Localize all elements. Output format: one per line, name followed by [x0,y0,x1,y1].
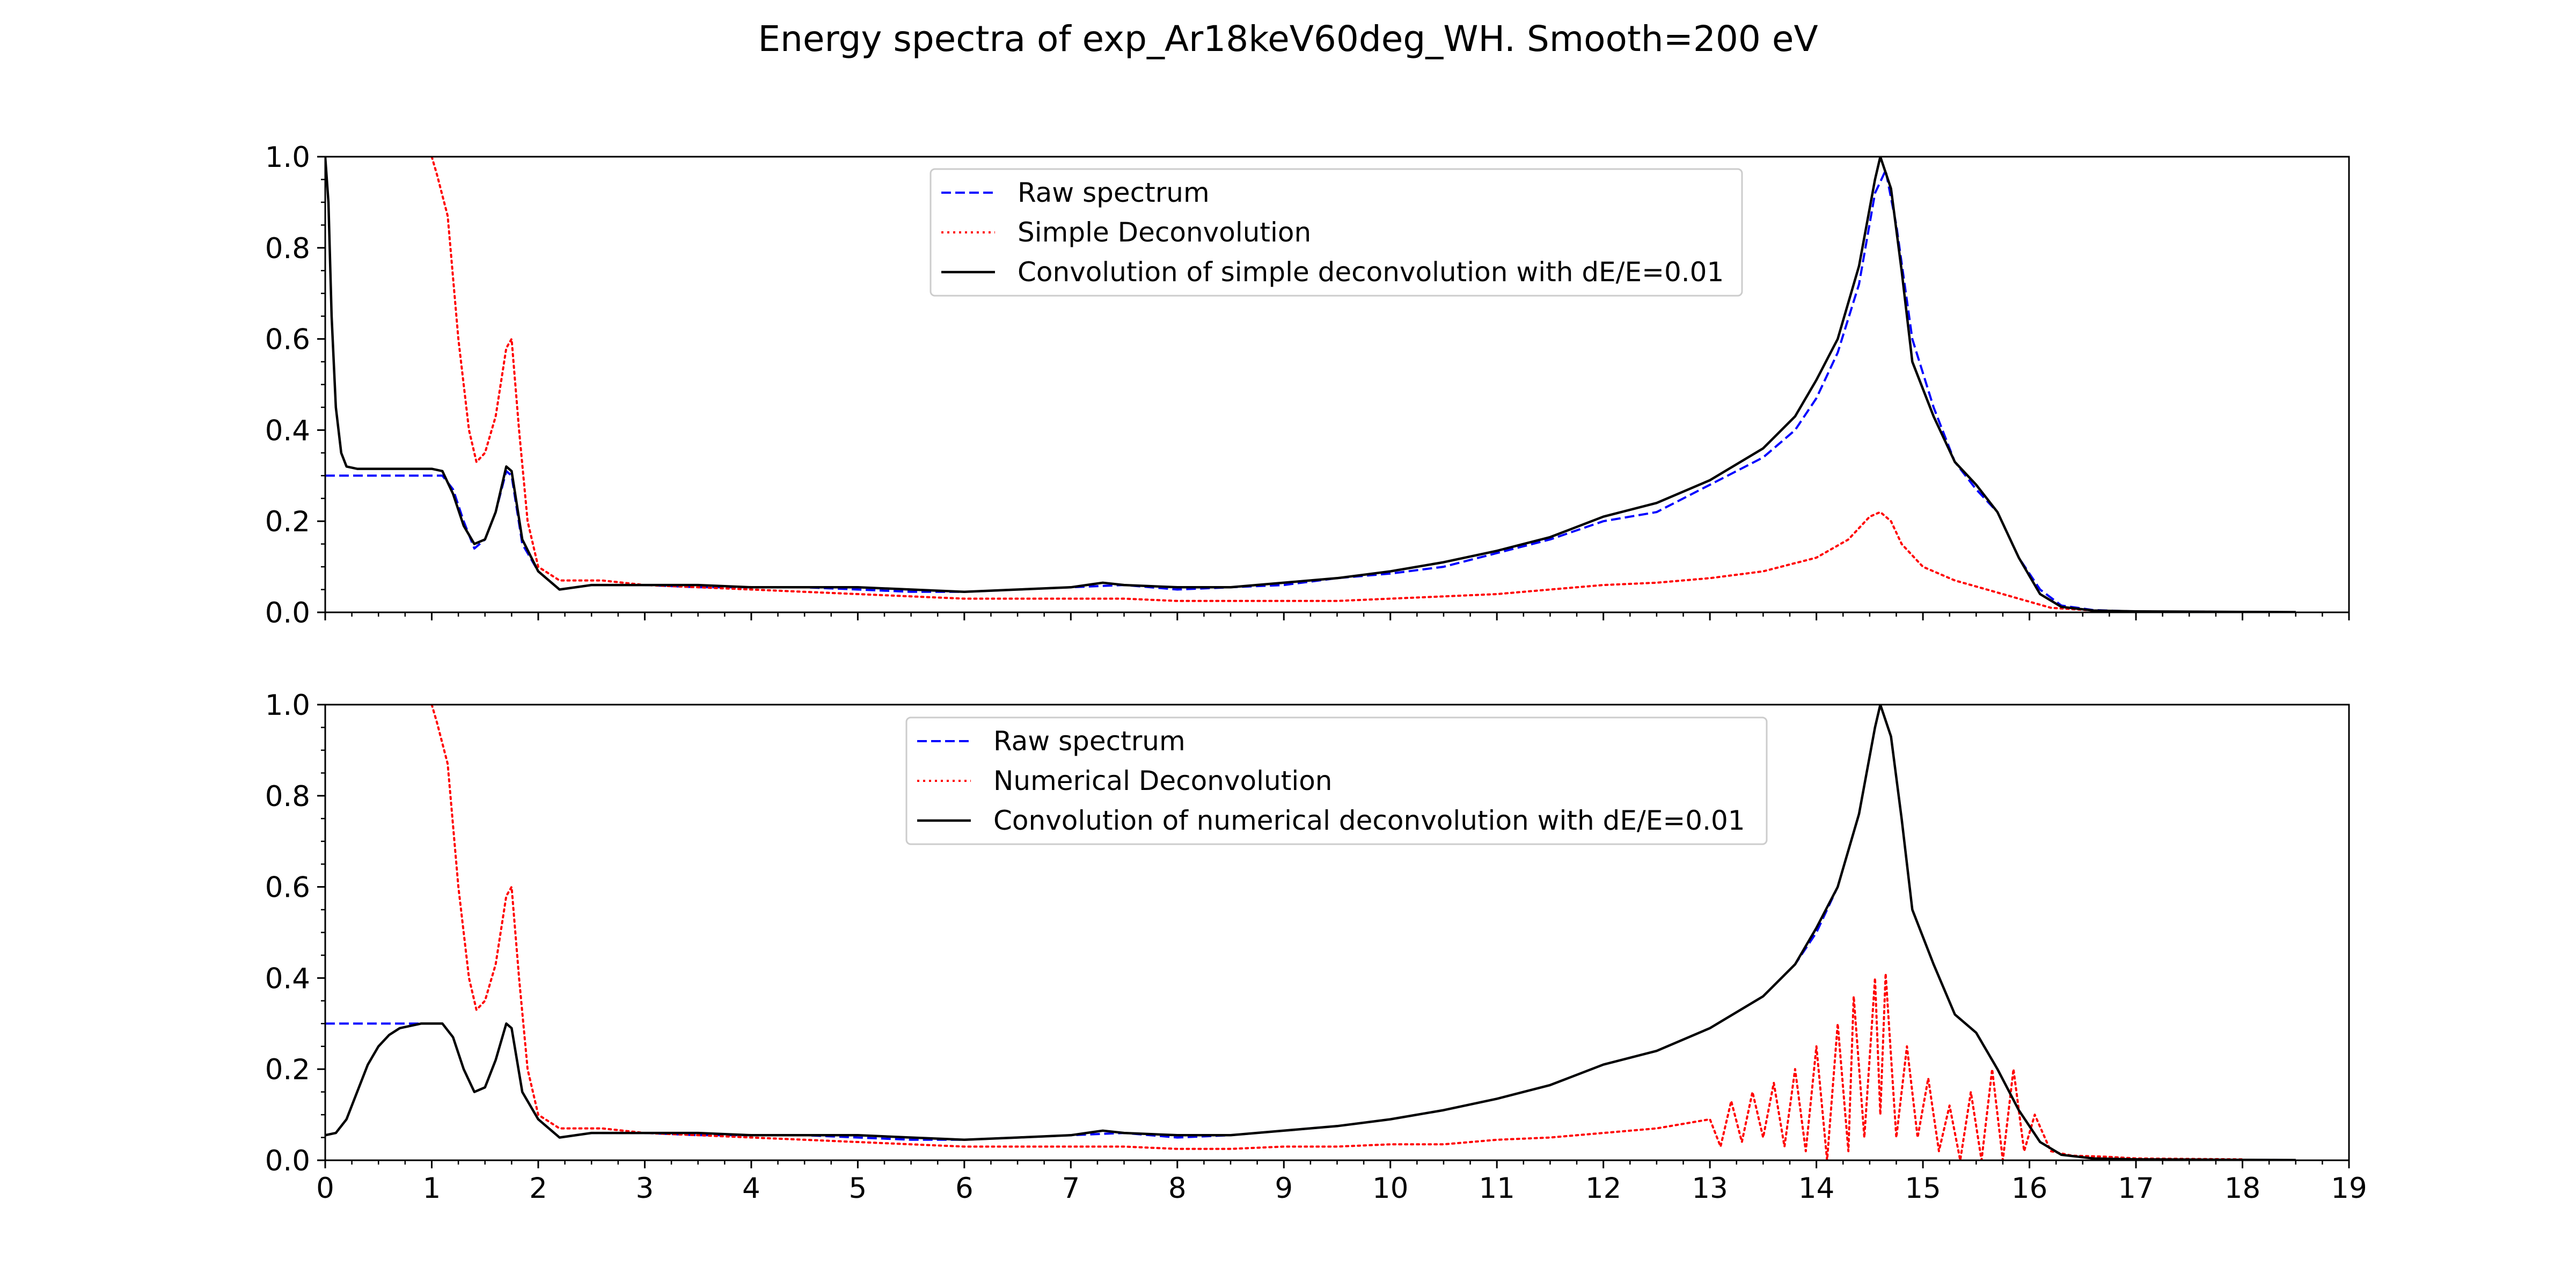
figure-title: Energy spectra of exp_Ar18keV60deg_WH. S… [758,18,1818,60]
y-tick-label: 0.6 [265,872,310,904]
x-tick-label: 18 [2224,1172,2260,1205]
series-line-3 [325,705,2296,1160]
x-tick-label: 1 [423,1172,441,1205]
legend-label: Numerical Deconvolution [993,765,1333,796]
legend-label: Convolution of simple deconvolution with… [1018,257,1724,288]
legend: Raw spectrum Simple Deconvolution Convolut… [930,168,1743,297]
series-line-3 [325,157,2296,612]
y-tick-label: 0.4 [265,962,310,995]
y-tick-label: 0.2 [265,506,310,538]
x-tick-label: 14 [1798,1172,1834,1205]
y-tick-label: 0.6 [265,324,310,356]
x-tick-label: 17 [2118,1172,2154,1205]
series-group [325,705,2296,1160]
series-line-2 [430,705,2244,1160]
y-tick-label: 0.0 [265,1145,310,1177]
y-tick-label: 0.0 [265,597,310,630]
x-tick-label: 7 [1062,1172,1080,1205]
x-tick-label: 0 [316,1172,334,1205]
y-tick-label: 0.8 [265,232,310,265]
chart-panel-2: 0.00.20.40.60.81.00 1 2 3 4 5 6 7 8 9 10 11 12 13 14 15… [265,689,2367,1205]
y-tick-label: 0.2 [265,1053,310,1086]
x-tick-label: 12 [1585,1172,1621,1205]
x-tick-label: 13 [1692,1172,1728,1205]
x-tick-label: 6 [955,1172,974,1205]
chart-panel-1: 0.0 0.2 0.4 0.6 0.8 1.0 Raw spectrum Simple Dec… [265,141,2350,630]
x-tick-label: 19 [2331,1172,2367,1205]
x-tick-label: 15 [1905,1172,1941,1205]
x-tick-label: 8 [1168,1172,1187,1205]
x-tick-label: 4 [742,1172,760,1205]
legend-label: Convolution of numerical deconvolution w… [993,805,1745,836]
x-tick-label: 10 [1372,1172,1408,1205]
legend-label: Simple Deconvolution [1018,217,1311,248]
legend-frame [905,716,1768,845]
legend-frame [930,168,1743,297]
x-tick-label: 9 [1275,1172,1293,1205]
legend-label: Raw spectrum [993,726,1185,757]
legend-label: Raw spectrum [1018,177,1210,208]
x-tick-label: 3 [636,1172,654,1205]
series-group [325,157,2296,612]
x-tick-label: 5 [849,1172,867,1205]
panels: 0.0 0.2 0.4 0.6 0.8 1.0 Raw spectrum Simple Dec… [265,141,2367,1205]
legend: Raw spectrum Numerical Deconvolution Convo… [905,716,1768,845]
y-tick-label: 0.8 [265,780,310,813]
x-tick-label: 16 [2011,1172,2047,1205]
y-tick-label: 0.4 [265,414,310,447]
series-line-2 [430,157,2244,612]
x-tick-label: 11 [1479,1172,1514,1205]
y-tick-label: 1.0 [265,141,310,174]
y-tick-label: 1.0 [265,689,310,722]
x-tick-label: 2 [529,1172,547,1205]
